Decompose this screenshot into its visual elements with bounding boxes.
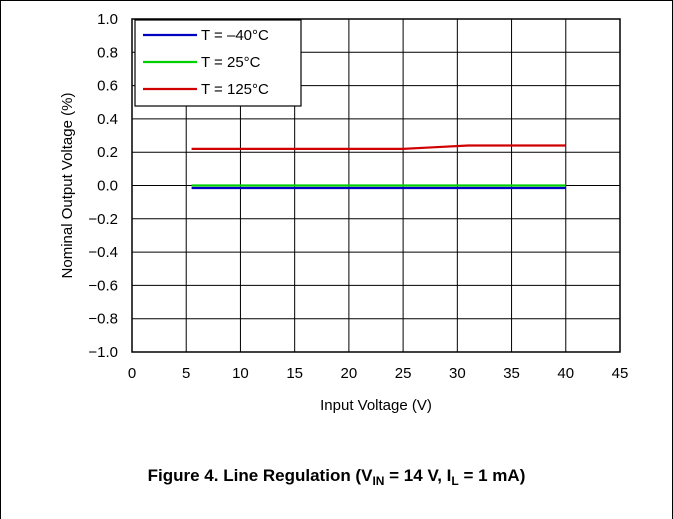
caption-middle: = 14 V, I	[384, 466, 452, 485]
x-tick-label: 35	[503, 365, 520, 382]
y-tick-label: 0.6	[97, 78, 118, 95]
x-tick-label: 5	[182, 365, 190, 382]
series-layer	[191, 144, 566, 190]
y-axis-label: Nominal Output Voltage (%)	[59, 93, 76, 279]
legend-entry: T = 25°C	[201, 54, 261, 71]
y-tick-label: −1.0	[88, 344, 118, 361]
x-tick-label: 25	[395, 365, 412, 382]
x-tick-label: 0	[128, 365, 136, 382]
y-tick-label: 0.2	[97, 144, 118, 161]
figure-caption: Figure 4. Line Regulation (VIN = 14 V, I…	[0, 466, 673, 488]
y-tick-label: −0.2	[88, 211, 118, 228]
caption-prefix: Figure 4. Line Regulation (V	[147, 466, 373, 485]
x-tick-labels: 0 5 10 15 20 25 30 35 40 45	[128, 365, 629, 382]
x-tick-label: 15	[286, 365, 303, 382]
caption-subscript-in: IN	[372, 474, 385, 488]
y-tick-label: 1.0	[97, 11, 118, 28]
y-tick-label: −0.4	[88, 244, 118, 261]
x-tick-label: 20	[341, 365, 358, 382]
caption-suffix: = 1 mA)	[458, 466, 526, 485]
caption-subscript-l: L	[451, 474, 459, 488]
x-tick-label: 10	[232, 365, 249, 382]
series-line-3	[191, 144, 566, 150]
x-tick-label: 30	[449, 365, 466, 382]
y-tick-labels: 1.0 0.8 0.6 0.4 0.2 0.0 −0.2 −0.4 −0.6 −0.8 −1.0	[88, 11, 118, 361]
y-tick-label: 0.8	[97, 44, 118, 61]
legend-entry: T = –40°C	[201, 27, 269, 44]
y-tick-label: −0.6	[88, 277, 118, 294]
legend-entry: T = 125°C	[201, 81, 269, 98]
plot-area-border	[131, 18, 621, 353]
y-tick-label: 0.0	[97, 178, 118, 195]
y-tick-label: 0.4	[97, 111, 118, 128]
legend: T = –40°C T = 25°C T = 125°C	[134, 19, 302, 107]
x-tick-label: 40	[557, 365, 574, 382]
y-tick-label: −0.8	[88, 311, 118, 328]
x-axis-label: Input Voltage (V)	[320, 397, 432, 414]
x-tick-label: 45	[612, 365, 629, 382]
